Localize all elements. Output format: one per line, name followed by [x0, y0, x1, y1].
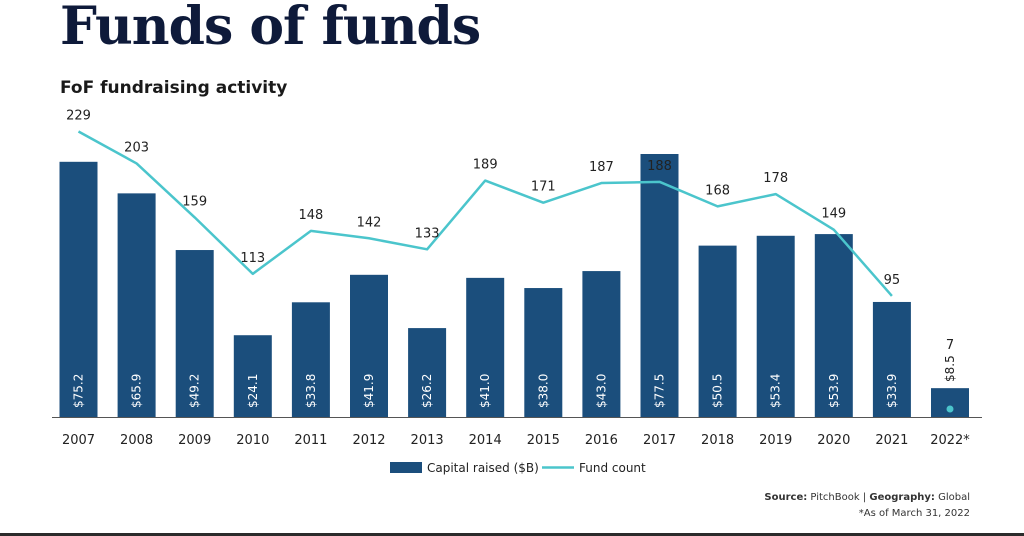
bar-2007	[59, 161, 98, 417]
as-of-note: *As of March 31, 2022	[858, 508, 970, 519]
x-tick-label-2012: 2012	[352, 433, 385, 448]
bar-value-label-2009: $49.2	[188, 374, 202, 408]
fund-count-label-2012: 142	[357, 215, 382, 230]
legend-label-fund-count: Fund count	[579, 461, 646, 475]
bar-value-label-2014: $41.0	[478, 374, 492, 408]
bar-value-label-2008: $65.9	[130, 374, 144, 408]
bar-value-label-2018: $50.5	[711, 374, 725, 408]
bar-2010	[233, 335, 272, 417]
chart-footer: Source: PitchBook | Geography: Global *A…	[764, 490, 970, 522]
bar-2008	[117, 193, 156, 417]
x-tick-label-2021: 2021	[875, 433, 908, 448]
x-tick-label-2017: 2017	[643, 433, 676, 448]
page-title: Funds of funds	[60, 0, 481, 57]
bar-2020	[814, 234, 853, 417]
fund-count-label-2011: 148	[298, 208, 323, 223]
bar-2012	[350, 274, 388, 417]
geography-label: Geography:	[869, 492, 935, 503]
fund-count-label-2018: 168	[705, 183, 730, 198]
bar-2018	[698, 245, 737, 417]
fund-count-line	[77, 130, 893, 297]
x-tick-label-2020: 2020	[817, 433, 850, 448]
bar-value-label-2020: $53.9	[827, 374, 841, 408]
bar-labels-layer: $75.2 $65.9 $49.2 $24.1 $33.8 $41.9 $26.2 $41.0…	[72, 355, 958, 408]
fund-count-label-2016: 187	[589, 160, 614, 175]
bar-value-label-2013: $26.2	[420, 374, 434, 408]
fund-count-label-2009: 159	[182, 194, 207, 209]
bar-2011	[291, 302, 330, 417]
fund-count-label-2008: 203	[124, 140, 149, 155]
x-tick-label-2016: 2016	[585, 433, 618, 448]
x-tick-label-2015: 2015	[527, 433, 560, 448]
fund-count-label-2014: 189	[473, 158, 498, 173]
fund-count-label-2007: 229	[66, 109, 91, 124]
bar-2016	[582, 271, 621, 417]
bar-2013	[408, 328, 447, 417]
source-value: PitchBook	[810, 492, 860, 503]
line-labels-layer: 229 203 159 113 148 142 133 189 171 187 188 168 178 1…	[66, 109, 954, 353]
bar-value-label-2017: $77.5	[653, 374, 667, 408]
fund-count-label-2019: 178	[763, 171, 788, 186]
source-line: Source: PitchBook | Geography: Global	[764, 490, 970, 506]
bar-2014	[466, 277, 505, 417]
fund-count-point-2022*	[946, 405, 954, 413]
bars-layer	[59, 154, 969, 417]
x-tick-label-2013: 2013	[411, 433, 444, 448]
x-tick-label-2007: 2007	[62, 433, 95, 448]
chart-subtitle: FoF fundraising activity	[60, 78, 288, 98]
bar-value-label-2007: $75.2	[72, 374, 86, 408]
x-tick-label-2011: 2011	[294, 433, 327, 448]
bottom-rule	[0, 533, 1024, 536]
bar-2015	[524, 288, 563, 417]
bar-value-label-2019: $53.4	[769, 374, 783, 408]
legend-label-capital-raised: Capital raised ($B)	[427, 461, 539, 475]
x-tick-label-2019: 2019	[759, 433, 792, 448]
x-tick-label-2022*: 2022*	[930, 433, 970, 448]
x-tick-label-2009: 2009	[178, 433, 211, 448]
x-tick-label-2008: 2008	[120, 433, 153, 448]
bar-2009	[175, 250, 214, 417]
bar-value-label-2012: $41.9	[362, 374, 376, 408]
fund-count-label-2015: 171	[531, 180, 556, 195]
separator: |	[862, 492, 867, 503]
geography-value: Global	[938, 492, 970, 503]
fund-count-label-2020: 149	[821, 207, 846, 222]
bar-value-label-2022*: $8.5	[943, 355, 957, 382]
fund-count-label-2017: 188	[647, 159, 672, 174]
bar-value-label-2015: $38.0	[536, 374, 550, 408]
bar-value-label-2021: $33.9	[885, 374, 899, 408]
x-tick-label-2014: 2014	[469, 433, 502, 448]
line-layer	[77, 130, 954, 413]
x-axis-layer: 2007 2008 2009 2010 2011 2012 2013 2014 2015 2016…	[52, 417, 982, 448]
fund-count-label-2022*: 7	[946, 338, 954, 353]
x-tick-label-2010: 2010	[236, 433, 269, 448]
bar-2019	[756, 235, 795, 417]
legend: Capital raised ($B) Fund count	[390, 461, 646, 475]
fund-count-label-2010: 113	[240, 251, 265, 266]
bar-value-label-2011: $33.8	[304, 374, 318, 408]
bar-2017	[640, 154, 679, 417]
bar-value-label-2010: $24.1	[246, 374, 260, 408]
bar-value-label-2016: $43.0	[594, 374, 608, 408]
x-tick-label-2018: 2018	[701, 433, 734, 448]
legend-swatch-capital-raised	[390, 462, 422, 473]
bar-2022*	[931, 388, 969, 417]
bar-2021	[872, 301, 911, 417]
source-label: Source:	[764, 492, 808, 503]
fund-count-label-2021: 95	[884, 273, 901, 288]
fund-count-label-2013: 133	[415, 226, 440, 241]
